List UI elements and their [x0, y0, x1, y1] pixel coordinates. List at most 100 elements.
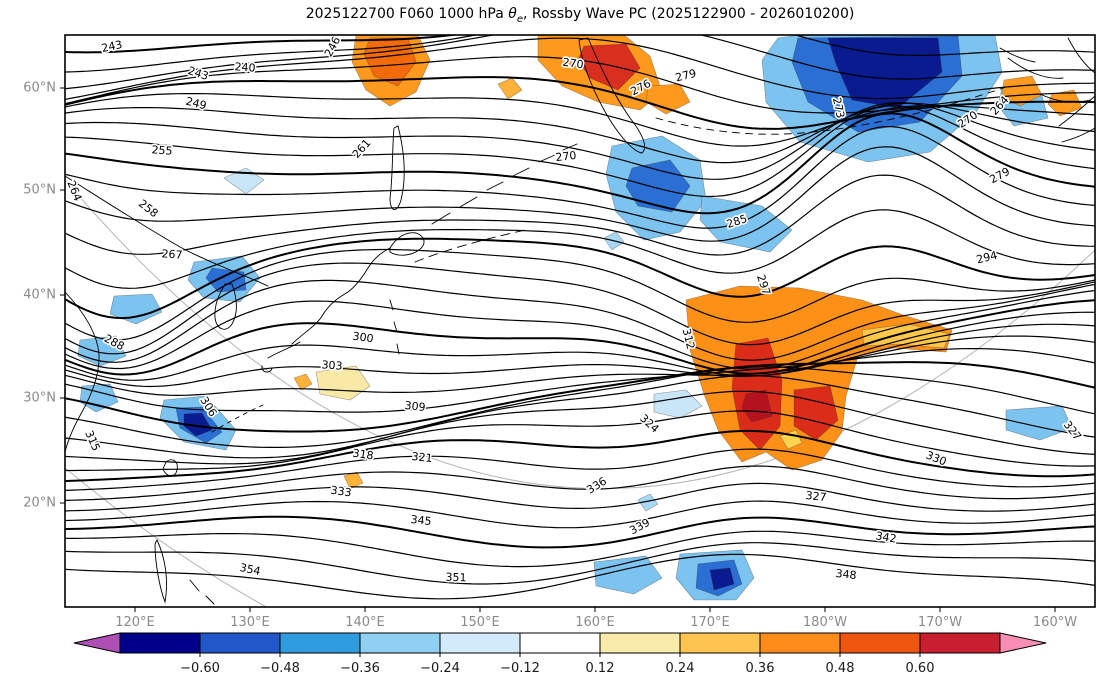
contour-line: [65, 500, 1095, 529]
colorbar-segment: [599, 632, 681, 654]
shaded-region: [709, 567, 735, 591]
colorbar-segment: [279, 632, 361, 654]
contour-line: [65, 248, 1095, 341]
shaded-region: [699, 195, 793, 253]
colorbar-tick-label: 0.12: [586, 661, 615, 676]
contour-line: [65, 465, 1095, 502]
colorbar-segment: [439, 632, 521, 654]
contour-label: 270: [555, 149, 577, 164]
colorbar-tick-label: 0.60: [906, 661, 935, 676]
shaded-region: [1005, 405, 1073, 441]
shaded-region: [1001, 75, 1043, 107]
contour-layer: [65, 35, 1095, 600]
contour-line: [65, 375, 1095, 459]
colorbar-tick-label: −0.24: [420, 661, 460, 676]
colorbar-tick-label: −0.60: [180, 661, 220, 676]
contour-line: [65, 102, 1095, 164]
contour-label: 303: [321, 358, 343, 372]
contour-line: [65, 146, 1095, 242]
contour-line: [65, 37, 1095, 100]
contour-line: [65, 335, 1095, 397]
dashed-line: [414, 229, 526, 263]
x-tick-label: 170°W: [918, 615, 962, 630]
colorbar-tick-label: 0.24: [666, 661, 695, 676]
colorbar-under-arrow: [73, 632, 121, 654]
y-tick-label: 20°N: [23, 496, 56, 511]
contour-label: 279: [674, 67, 698, 85]
x-tick-label: 150°E: [460, 615, 500, 630]
contour-label: 321: [411, 450, 433, 465]
contour-label: 270: [562, 56, 585, 72]
axes-layer: 60°N 50°N 40°N 30°N 20°N 120°E 130°E 140°E 150°E…: [23, 81, 1077, 631]
x-tick-label: 160°E: [575, 615, 615, 630]
shaded-anomaly-layer: [77, 35, 1083, 601]
contour-line: [65, 237, 1095, 320]
contour-label: 309: [404, 399, 426, 414]
x-tick-label: 170°E: [690, 615, 730, 630]
shaded-region: [497, 77, 523, 100]
colorbar: −0.60 −0.48 −0.36 −0.24 −0.12 0.12 0.24 0.36 0.4…: [73, 632, 1047, 676]
contour-label: 342: [875, 529, 898, 545]
contour-line: [65, 515, 1095, 549]
contour-label: 267: [161, 247, 183, 261]
x-tick-label: 140°E: [345, 615, 385, 630]
contour-line: [65, 112, 1095, 215]
contour-line: [65, 174, 1095, 256]
y-tick-label: 40°N: [23, 288, 56, 303]
title-suffix: , Rossby Wave PC (2025122900 - 202601020…: [522, 6, 855, 22]
contour-label: 294: [975, 249, 999, 267]
contour-label: 240: [234, 60, 256, 74]
contour-line: [65, 366, 1095, 448]
colorbar-segment: [119, 632, 201, 654]
contour-label: 255: [151, 143, 173, 157]
colorbar-segment: [839, 632, 921, 654]
contour-label: 249: [184, 95, 208, 113]
shaded-region: [109, 293, 163, 325]
contour-line: [65, 101, 1095, 180]
contour-line: [65, 530, 1095, 568]
colorbar-segment: [679, 632, 761, 654]
contour-label: 348: [835, 567, 857, 582]
contour-label: 333: [330, 484, 353, 500]
contour-line: [65, 348, 1095, 413]
shaded-region: [625, 159, 691, 213]
colorbar-segment: [759, 632, 841, 654]
contour-label: 279: [987, 165, 1012, 186]
contour-label: 336: [584, 474, 609, 496]
contour-label: 261: [350, 137, 374, 161]
x-tick-label: 160°W: [1033, 615, 1077, 630]
contour-line: [65, 262, 1095, 355]
contour-line: [65, 35, 460, 54]
y-tick-label: 60°N: [23, 81, 56, 96]
colorbar-segment: [919, 632, 1001, 654]
colorbar-tick-label: 0.36: [746, 661, 775, 676]
contour-line: [65, 209, 1095, 289]
contour-line: [65, 289, 1095, 370]
contour-label: 243: [186, 64, 210, 83]
shaded-region: [293, 373, 313, 391]
plot-frame: [64, 34, 1096, 608]
title-variable: θe: [508, 6, 523, 25]
colorbar-segment: [359, 632, 441, 654]
contour-label: 300: [352, 330, 375, 346]
x-tick-label: 120°E: [115, 615, 155, 630]
y-tick-label: 50°N: [23, 183, 56, 198]
contour-label: 351: [445, 571, 466, 585]
contour-line: [65, 482, 1095, 512]
contour-line: [65, 361, 1095, 433]
contour-label: 324: [637, 412, 661, 436]
contour-line: [65, 542, 1095, 585]
shaded-region: [637, 493, 659, 512]
contour-line: [65, 429, 1095, 483]
colorbar-tick-label: −0.48: [260, 661, 300, 676]
colorbar-over-arrow: [999, 632, 1047, 654]
contour-line: [65, 323, 1095, 388]
shaded-region: [79, 383, 119, 413]
contour-label: 327: [805, 489, 827, 504]
shaded-region: [223, 167, 265, 195]
shaded-region: [653, 389, 703, 419]
contour-line: [65, 126, 1095, 229]
contour-line: [65, 410, 1095, 472]
shaded-region: [593, 555, 663, 595]
